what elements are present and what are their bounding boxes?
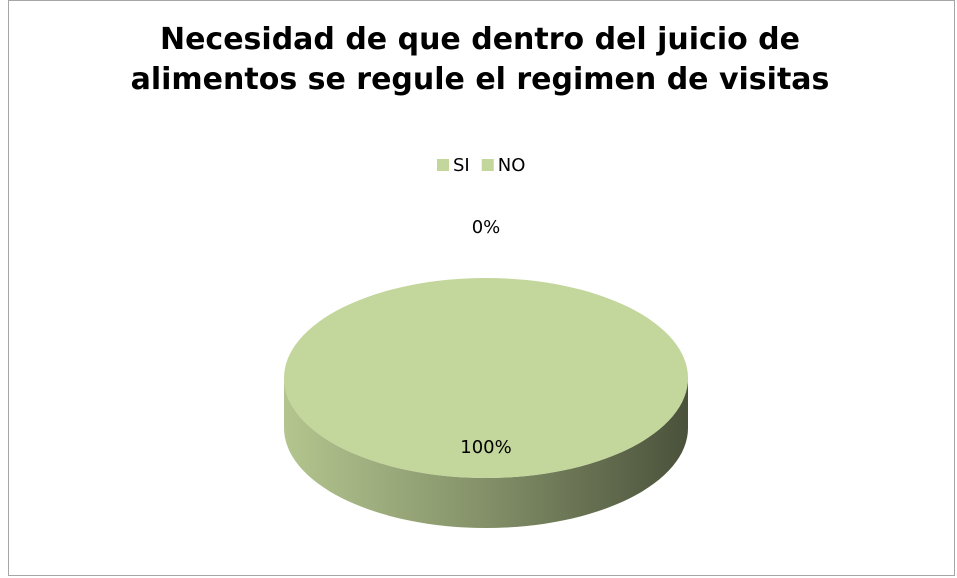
legend-label: SI — [453, 155, 470, 176]
chart-title: Necesidad de que dentro del juicio de al… — [130, 22, 830, 97]
legend-label: NO — [498, 155, 526, 176]
data-label: 0% — [472, 217, 501, 238]
legend-swatch — [437, 159, 449, 171]
data-label: 100% — [460, 437, 511, 458]
pie-side-shade — [284, 378, 688, 528]
pie-slice — [284, 278, 688, 478]
legend-swatch — [481, 159, 494, 171]
